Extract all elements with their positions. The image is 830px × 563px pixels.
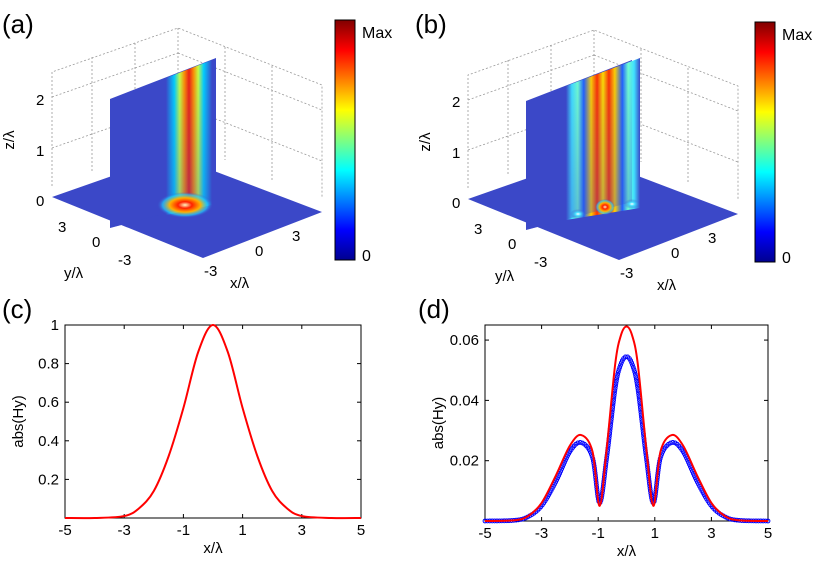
panel-a-focal-spot (157, 192, 213, 218)
series-marker-simulation (633, 376, 639, 382)
panel-a-zlabel: z/λ (1, 130, 18, 150)
series-marker-simulation (613, 378, 619, 384)
plot-frame (64, 324, 362, 519)
series-marker-simulation (632, 371, 638, 377)
panel-a-ztick: 0 (36, 193, 44, 210)
panel-a-ylabel: y/λ (64, 265, 84, 282)
series-marker-simulation (577, 440, 583, 445)
y-axis-label: abs(Hy) (10, 395, 27, 448)
y-axis-label: abs(Hy) (430, 397, 447, 450)
x-tick-label: -5 (478, 525, 491, 542)
panel-a-ytick: 3 (58, 219, 66, 236)
series-marker-simulation (670, 440, 676, 445)
panel-a-xlabel: x/λ (230, 275, 250, 292)
y-tick-label: 0.06 (450, 332, 479, 349)
panel-b-ztick: 0 (452, 195, 460, 212)
panel-a-ytick: 0 (92, 234, 100, 251)
y-tick-label: 0.2 (38, 471, 59, 488)
series-marker-simulation (634, 378, 640, 384)
series-marker-simulation (631, 367, 637, 372)
panel-a-colorbar (334, 19, 356, 261)
panel-b-ytick: -3 (534, 254, 547, 271)
y-tick-label: 0.6 (38, 394, 59, 411)
x-tick-label: 3 (707, 525, 715, 542)
panel-c-plot: (c) -5 -3 -1 1 3 5 0.2 0.4 0.6 0.8 1 x/λ abs(Hy) (2, 294, 365, 557)
x-tick-label: -3 (118, 522, 131, 539)
panel-b-focal-spot (595, 199, 615, 215)
x-tick-label: -5 (58, 522, 71, 539)
panel-a-colorbar-min: 0 (362, 248, 371, 265)
panel-b-colorbar-max: Max (782, 27, 812, 44)
x-tick-label: 5 (764, 525, 772, 542)
x-tick-label: -3 (535, 525, 548, 542)
panel-b-zlabel: z/λ (417, 132, 434, 152)
series-line-theory (484, 325, 769, 522)
series-marker-simulation (622, 354, 628, 360)
x-axis-label: x/λ (203, 540, 223, 557)
panel-b-ztick: 1 (452, 145, 460, 162)
series-marker-simulation (615, 369, 621, 375)
y-tick-label: 0.02 (450, 453, 479, 470)
series-marker-simulation (617, 364, 623, 370)
series-marker-simulation (632, 369, 638, 375)
series-marker-simulation (575, 440, 581, 446)
series-line-Hy (64, 323, 362, 520)
x-tick-label: -1 (592, 525, 605, 542)
panel-b-label: (b) (415, 9, 447, 39)
series-marker-simulation (633, 374, 639, 379)
y-tick-label: 1 (51, 317, 59, 334)
x-axis-label: x/λ (617, 543, 637, 560)
panel-b-ztick: 2 (452, 94, 460, 111)
panel-b-ytick: 0 (508, 236, 516, 253)
panel-b-side-spot (624, 199, 640, 209)
panel-a-xtick: -3 (204, 263, 217, 280)
series-marker-simulation (615, 371, 621, 377)
panel-b-xtick: -3 (620, 265, 633, 282)
panel-a-xtick: 3 (292, 228, 300, 245)
panel-b-side-spot (570, 209, 586, 219)
y-tick-label: 0.8 (38, 356, 59, 373)
series-marker-simulation (629, 360, 635, 366)
panel-d-label: (d) (418, 294, 450, 324)
x-tick-label: -1 (177, 522, 190, 539)
panel-a-colorbar-max: Max (362, 25, 392, 42)
panel-b-colorbar-min: 0 (782, 250, 791, 267)
series-marker-simulation (614, 374, 620, 379)
panel-a-xtick: 0 (255, 243, 263, 260)
panel-b-xlabel: x/λ (657, 277, 677, 294)
series-marker-simulation (618, 362, 623, 368)
x-tick-label: 3 (298, 522, 306, 539)
plot-frame (484, 324, 769, 522)
x-tick-label: 1 (651, 525, 659, 542)
series-marker-simulation (616, 367, 622, 372)
panel-c-label: (c) (2, 294, 32, 324)
panel-a: (a) 2 1 0 3 0 -3 -3 0 3 z/λ y/λ x/λ Max (1, 9, 392, 292)
panel-b-colorbar (754, 21, 776, 263)
panel-b-ylabel: y/λ (495, 268, 515, 285)
x-tick-label: 5 (357, 522, 365, 539)
series-marker-simulation (630, 362, 635, 368)
y-tick-label: 0.4 (38, 433, 59, 450)
panel-a-ytick: -3 (118, 252, 131, 269)
x-tick-label: 1 (238, 522, 246, 539)
panel-b-xtick: 0 (671, 245, 679, 262)
panel-b-ytick: 3 (474, 221, 482, 238)
panel-a-ztick: 2 (36, 92, 44, 109)
panel-b-xtick: 3 (708, 230, 716, 247)
panel-d-plot: (d) -5 -3 -1 1 3 5 0.02 0.04 0.06 x/λ abs(Hy) (418, 294, 772, 560)
series-marker-simulation (630, 364, 636, 370)
panel-b: (b) 2 1 0 3 0 -3 -3 0 3 z/λ y/λ x/λ Max … (415, 9, 812, 294)
series-marker-simulation (614, 376, 620, 382)
panel-a-ztick: 1 (36, 143, 44, 160)
y-tick-label: 0.04 (450, 392, 479, 409)
series-marker-simulation (668, 440, 673, 446)
panel-a-label: (a) (2, 9, 34, 39)
